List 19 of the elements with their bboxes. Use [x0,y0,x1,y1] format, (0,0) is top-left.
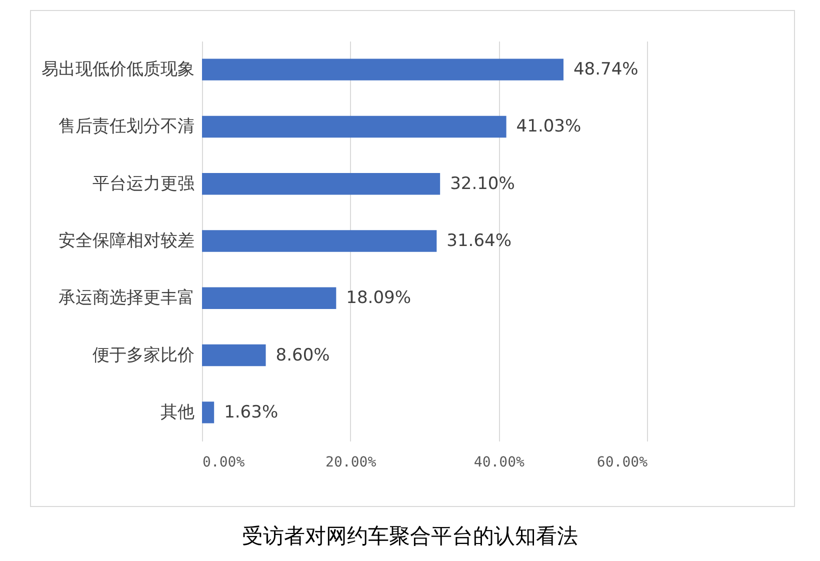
y-tick-label: 安全保障相对较差 [58,231,194,251]
y-tick-label: 售后责任划分不清 [58,116,194,137]
text: 受访者对网约车聚合平台的认知看法 [241,523,579,550]
data-label: 48.74% [573,60,638,80]
data-label: 31.64% [446,231,512,251]
y-tick-label: 平台运力更强 [92,174,194,194]
x-tick-label: 20.00% [326,454,377,470]
data-label: 32.10% [450,174,515,194]
x-tick-label: 60.00% [596,454,648,470]
y-tick-label: 易出现低价低质现象 [42,60,194,80]
x-tick-label: 40.00% [474,454,526,470]
x-tick-label: 0.00% [202,454,246,470]
y-tick-label: 便于多家比价 [92,345,194,366]
data-label: 1.63% [224,402,278,422]
data-label: 8.60% [276,345,330,366]
y-tick-label: 承运商选择更丰富 [58,288,194,308]
data-label: 41.03% [516,116,582,137]
y-tick-label: 其他 [160,402,194,422]
data-label: 18.09% [346,288,411,308]
